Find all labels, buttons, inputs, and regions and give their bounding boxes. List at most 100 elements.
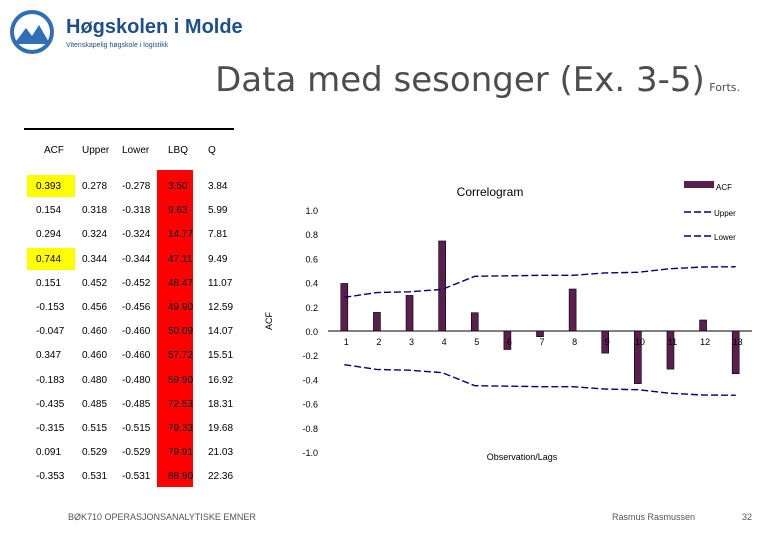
table-cell: -0.435 [36,398,65,410]
y-tick-label: -0.6 [302,400,318,410]
table-cell: 49.90 [168,302,194,313]
table-cell: 88.90 [168,471,194,483]
lower-bound-line [344,363,736,396]
table-cell: 0.485 [82,398,108,410]
x-tick-label: 6 [507,337,512,347]
table-cell: 11.07 [208,277,233,289]
title-rule [24,128,234,130]
table-cell: 0.480 [82,374,108,386]
chart-plot-bg [282,178,756,468]
table-cell: 0.151 [36,277,62,289]
x-axis-label: Observation/Lags [487,452,558,462]
table-cell: 79.33 [168,423,194,434]
table-cell: 0.347 [36,350,62,362]
x-tick-label: 13 [733,337,743,347]
acf-bar [405,295,414,332]
legend-swatch-acf [684,181,714,188]
y-tick-label: -0.8 [302,424,318,434]
footer-course: BØK710 OPERASJONSANALYTISKE EMNER [68,512,256,522]
acf-bar [634,330,642,384]
x-tick-label: 11 [668,337,677,347]
table-cell: 3.84 [208,181,228,192]
table-cell: -0.531 [122,471,151,483]
x-tick-label: 12 [700,337,710,347]
table-cell: -0.460 [122,350,151,362]
table-cell: 57.72 [168,350,194,362]
logo-mountain-icon [10,10,54,54]
lbq-highlight [157,170,193,487]
slide-title-main: Data med sesonger (Ex. 3-5) [215,60,705,100]
y-tick-label: 0.8 [305,230,318,240]
y-tick-label: 0.4 [305,279,318,289]
table-cell: -0.515 [122,423,151,434]
legend-label-acf: ACF [716,183,732,192]
table-cell: -0.456 [122,302,151,313]
table-cell: 50.09 [168,326,194,338]
y-tick-label: 0.2 [305,303,318,313]
table-cell: -0.315 [36,423,65,434]
table-cell: -0.452 [122,277,151,289]
table-cell: 0.393 [36,181,62,192]
table-cell: 3.50 [168,181,188,192]
table-cell: 5.99 [208,205,228,217]
table-cell: 14.07 [208,326,234,338]
row-highlight [27,247,75,270]
acf-bar [699,319,707,332]
x-tick-label: 5 [474,337,479,347]
table-header-upper: Upper [82,145,110,156]
legend-label-upper: Upper [714,209,736,218]
table-cell: 18.31 [208,398,234,410]
table-cell: 15.51 [208,350,234,362]
table-header-lbq: LBQ [168,145,189,156]
x-tick-label: 4 [442,337,447,347]
table-cell: -0.353 [36,471,65,483]
upper-bound-line [344,266,736,299]
table-cell: 79.91 [168,447,194,459]
x-tick-label: 10 [635,337,645,347]
table-cell: -0.480 [122,374,151,386]
acf-bar [373,312,381,332]
x-tick-label: 7 [539,337,544,347]
logo: Høgskolen i Molde Vitenskapelig høgskole… [8,8,243,58]
table-cell: 72.53 [168,398,194,410]
table-cell: 16.92 [208,374,234,386]
table-cell: 0.278 [82,181,108,192]
table-cell: 0.452 [82,277,108,289]
acf-bar [438,240,446,332]
table-cell: -0.318 [122,205,151,217]
acf-bar [340,283,349,332]
table-cell: 0.531 [82,471,108,483]
table-cell: 9.49 [208,253,228,265]
table-header-q: Q [208,145,216,156]
acf-bar [666,330,675,370]
logo-tagline: Vitenskapelig høgskole i logistikk [66,42,169,49]
y-tick-label: 1.0 [305,206,318,216]
table-header-acf: ACF [44,145,64,156]
table-cell: -0.153 [36,302,65,313]
table-cell: 0.456 [82,302,108,313]
table-cell: 0.324 [82,229,108,241]
legend-label-lower: Lower [714,233,736,242]
chart-title: Correlogram [457,185,524,199]
acf-bar [601,330,610,354]
table-cell: 48.47 [168,277,194,289]
y-tick-label: -1.0 [302,448,318,458]
logo-name: Høgskolen i Molde [66,16,243,38]
table-cell: 7.81 [208,229,228,241]
x-tick-label: 3 [409,337,414,347]
y-tick-label: -0.2 [302,351,318,361]
acf-bar [731,330,740,375]
y-tick-label: 0.6 [305,254,318,264]
table-cell: 12.59 [208,302,234,313]
y-axis-label: ACF [264,311,274,330]
table-cell: -0.183 [36,374,65,386]
slide-title-continued: Forts. [709,81,740,94]
page-number: 32 [742,512,753,522]
table-cell: 0.318 [82,205,108,217]
table-cell: 19.68 [208,423,234,434]
table-cell: 22.36 [208,471,234,483]
footer-author: Rasmus Rasmussen [612,512,696,522]
table-cell: -0.460 [122,326,151,338]
table-cell: 0.294 [36,229,62,241]
